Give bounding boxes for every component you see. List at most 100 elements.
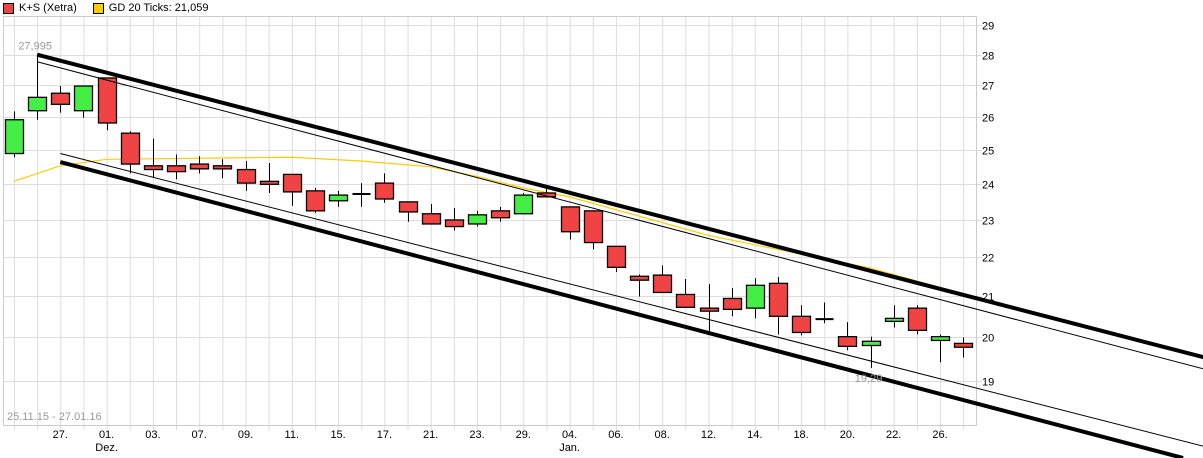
candle-body-down xyxy=(212,165,233,170)
x-tick-label: 23. xyxy=(469,429,484,441)
x-tick-label: 26. xyxy=(932,429,947,441)
candle-body-up xyxy=(4,119,25,155)
candle xyxy=(50,86,71,113)
moving-average-line xyxy=(13,156,964,295)
candle-body-down xyxy=(907,307,928,332)
candle-body-up xyxy=(73,85,94,112)
x-tick-label: 22. xyxy=(886,429,901,441)
candle xyxy=(675,279,696,308)
x-tick-label: 08. xyxy=(655,429,670,441)
candle xyxy=(606,245,627,272)
legend-item-ks[interactable]: K+S (Xetra) xyxy=(3,2,77,14)
candle xyxy=(352,183,371,207)
candle xyxy=(791,305,812,336)
x-tick-month-label: Jan. xyxy=(559,442,580,454)
candle xyxy=(907,305,928,335)
candle xyxy=(259,163,280,193)
annotations: 27,995 19,29 xyxy=(18,41,882,385)
candle xyxy=(305,188,326,214)
candle-body-down xyxy=(791,315,812,334)
candle xyxy=(490,206,511,222)
price-annotation: 27,995 xyxy=(18,41,52,53)
candle xyxy=(560,206,581,240)
candle xyxy=(236,160,257,191)
x-tick-label: 17. xyxy=(377,429,392,441)
trend-line-thin xyxy=(37,61,1203,370)
candle-body-up xyxy=(513,194,534,215)
legend-label-gd20: GD 20 Ticks: 21,059 xyxy=(108,2,209,14)
trend-line-thick xyxy=(36,52,1203,360)
candle-body-up xyxy=(328,194,349,202)
candle xyxy=(467,210,488,227)
x-tick-label: 12. xyxy=(701,429,716,441)
x-tick-label: 06. xyxy=(608,429,623,441)
candle xyxy=(861,336,882,368)
candle-body-down xyxy=(606,245,627,268)
x-tick-label: 11. xyxy=(285,429,299,441)
grid xyxy=(3,16,982,430)
y-tick-label: 23 xyxy=(982,216,994,228)
legend-item-gd20[interactable]: GD 20 Ticks: 21,059 xyxy=(92,2,209,14)
candle xyxy=(722,288,743,317)
legend: K+S (Xetra) GD 20 Ticks: 21,059 xyxy=(3,1,224,15)
candle-body-down xyxy=(120,132,141,165)
x-tick-month-label: Dez. xyxy=(95,442,118,454)
candle xyxy=(166,154,187,180)
x-tick-label: 01. xyxy=(99,429,114,441)
x-tick-label: 27. xyxy=(53,429,68,441)
candle-body-down xyxy=(305,190,326,212)
candle xyxy=(837,322,858,351)
trend-lines xyxy=(36,52,1203,458)
legend-label-ks: K+S (Xetra) xyxy=(19,2,77,14)
candle-body-down xyxy=(583,210,604,244)
candle xyxy=(27,54,48,120)
candles xyxy=(4,54,974,368)
candle-body-down xyxy=(560,206,581,233)
candle-body-down xyxy=(50,92,71,105)
candle-body-down xyxy=(444,219,465,228)
x-tick-label: 29. xyxy=(516,429,531,441)
candle-body-down xyxy=(236,168,257,184)
x-tick-label: 07. xyxy=(192,429,207,441)
x-tick-label: 09. xyxy=(238,429,253,441)
plot-frame xyxy=(3,16,977,426)
moving-average xyxy=(13,156,964,295)
y-tick-label: 29 xyxy=(982,21,994,33)
candle xyxy=(768,277,789,335)
x-tick-label: 21. xyxy=(423,429,438,441)
x-tick-label: 03. xyxy=(145,429,160,441)
candle-body-down xyxy=(143,165,164,171)
candle xyxy=(444,207,465,231)
candle-body-down xyxy=(953,342,974,348)
legend-swatch-gd20 xyxy=(92,2,104,14)
candle-body-down xyxy=(699,307,720,312)
y-tick-label: 20 xyxy=(982,333,994,345)
candle xyxy=(328,190,349,207)
candle xyxy=(73,85,94,118)
candle xyxy=(398,201,419,222)
x-tick-label: 20. xyxy=(840,429,855,441)
candle xyxy=(629,274,650,297)
candle-body-up xyxy=(27,96,48,112)
x-tick-label: 04. xyxy=(562,429,577,441)
x-tick-label: 14. xyxy=(747,429,762,441)
candle-body-down xyxy=(166,165,187,173)
candle-body-down xyxy=(722,297,743,311)
y-tick-label: 26 xyxy=(982,113,994,125)
y-tick-label: 27 xyxy=(982,81,994,93)
candle xyxy=(120,131,141,174)
y-tick-label: 24 xyxy=(982,180,994,192)
candle xyxy=(143,138,164,178)
candle xyxy=(815,302,834,324)
candle-body-down xyxy=(259,180,280,186)
y-tick-label: 19 xyxy=(982,377,994,389)
y-tick-label: 22 xyxy=(982,253,994,265)
candle-body-down xyxy=(768,282,789,317)
trend-line-thin xyxy=(60,153,1203,447)
x-tick-label: 18. xyxy=(793,429,808,441)
candle-body-up xyxy=(884,317,905,323)
candle xyxy=(745,278,766,319)
candle-body-down xyxy=(421,213,442,225)
candle-body-down xyxy=(652,274,673,294)
